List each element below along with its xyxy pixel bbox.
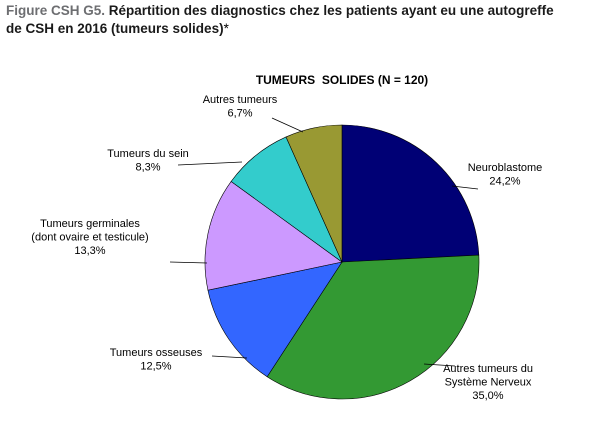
slice-category-label: Tumeurs osseuses — [110, 347, 203, 359]
slice-labels: Neuroblastome 24,2% Autres tumeurs du Systè… — [31, 94, 542, 402]
slice-value-label: 35,0% — [472, 390, 503, 402]
slice-category-label: Tumeurs germinales — [40, 218, 140, 230]
pie-slice-4 — [204, 181, 343, 291]
leader-line-3 — [211, 355, 248, 359]
figure-number: Figure CSH G5. — [6, 3, 106, 18]
slice-label-2: Autres tumeurs du Système Nerveux 35,0% — [443, 363, 533, 402]
chart-title: TUMEURS SOLIDES (N = 120) — [256, 73, 428, 87]
leader-line-6 — [271, 117, 304, 133]
slice-value-label: 6,7% — [227, 108, 252, 120]
leader-line-4 — [169, 261, 208, 264]
pie-slice-2 — [266, 254, 480, 400]
figure-title-line2: de CSH en 2016 (tumeurs solides) — [6, 21, 224, 36]
slice-category-label: Tumeurs du sein — [107, 148, 189, 160]
slice-value-label: 8,3% — [135, 162, 160, 174]
slice-label-5: Tumeurs du sein 8,3% — [107, 148, 189, 174]
pie-slice-6 — [285, 124, 343, 263]
slice-value-label: 24,2% — [489, 176, 520, 188]
slice-label-1: Neuroblastome 24,2% — [468, 162, 543, 188]
leader-lines — [169, 117, 479, 367]
pie-slice-1 — [341, 124, 480, 263]
slice-label-6: Autres tumeurs 6,7% — [203, 94, 278, 120]
figure-title: Figure CSH G5. Répartition des diagnosti… — [6, 2, 581, 38]
leader-line-5 — [177, 161, 243, 166]
leader-line-2 — [423, 363, 456, 367]
figure-title-line1: Répartition des diagnostics chez les pat… — [108, 3, 554, 18]
slice-label-3: Tumeurs osseuses 12,5% — [110, 347, 203, 373]
footnote-marker: * — [223, 21, 229, 36]
slice-label-4: Tumeurs germinales (dont ovaire et testic… — [31, 218, 148, 257]
slice-category-label: (dont ovaire et testicule) — [31, 232, 148, 244]
slice-category-label: Autres tumeurs — [203, 94, 278, 106]
slice-value-label: 13,3% — [74, 245, 105, 257]
pie-slice-3 — [207, 261, 343, 378]
slice-category-label: Autres tumeurs du — [443, 363, 533, 375]
pie-slices — [204, 124, 480, 400]
slice-category-label: Neuroblastome — [468, 162, 543, 174]
slice-category-label: Système Nerveux — [445, 377, 532, 389]
slice-value-label: 12,5% — [140, 361, 171, 373]
leader-line-1 — [451, 185, 479, 190]
